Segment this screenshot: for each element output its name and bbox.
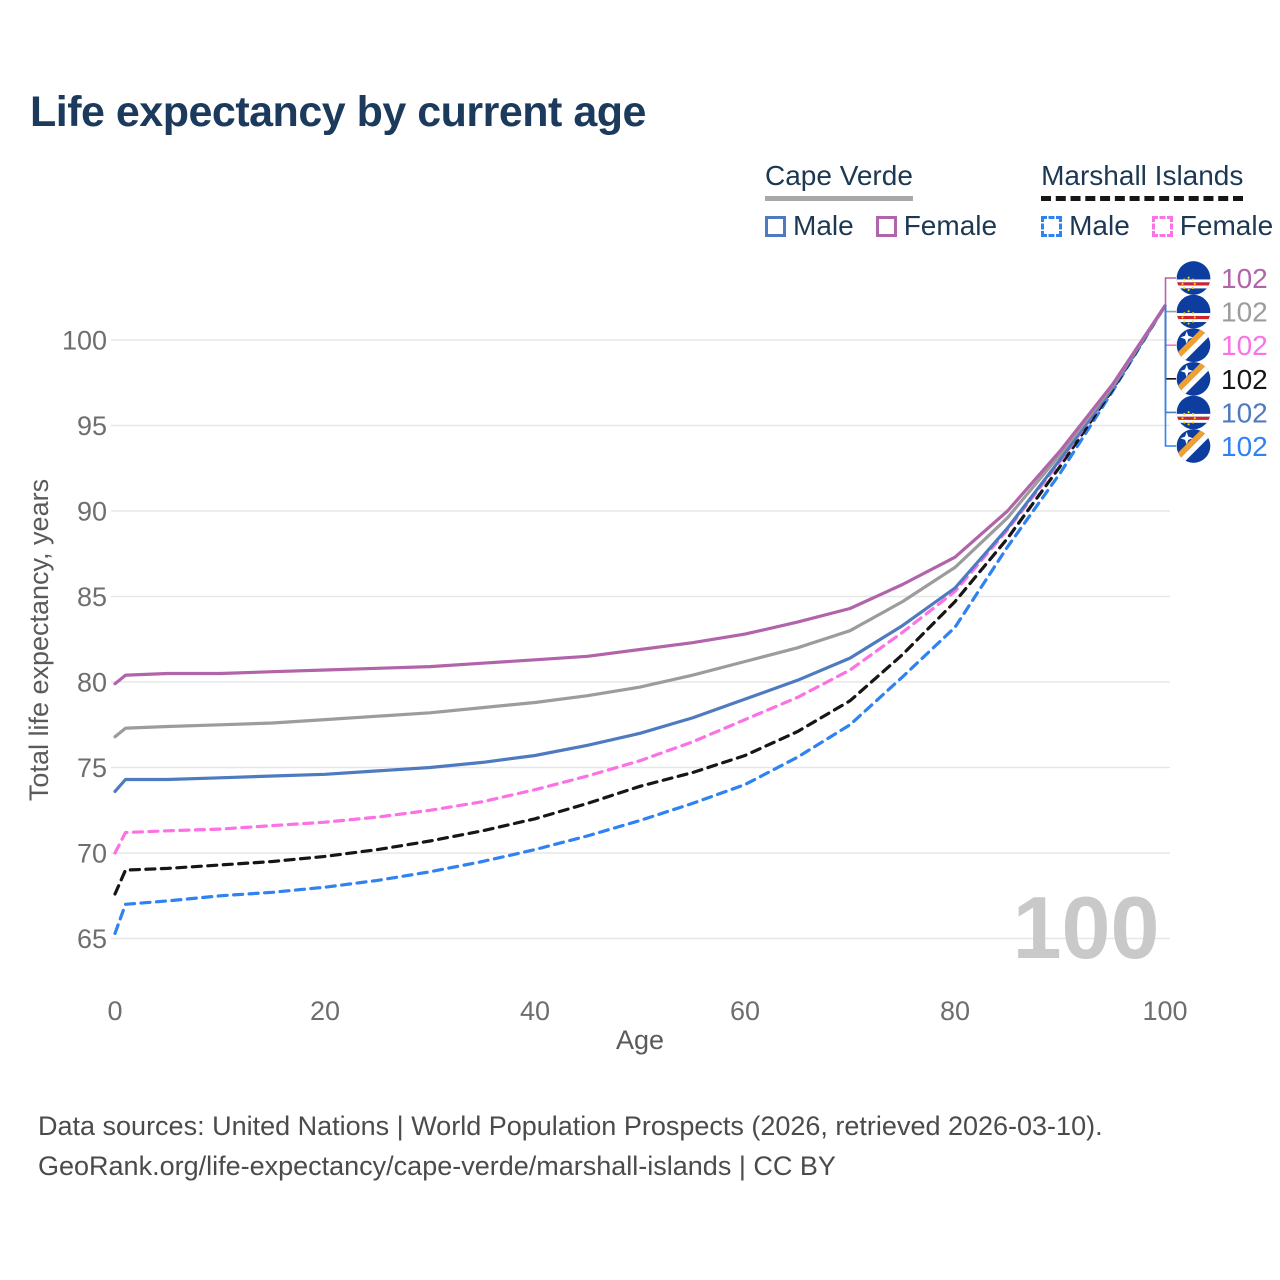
legend-item-cape-verde-male[interactable]: Male <box>765 210 854 242</box>
cape-verde-flag-icon[interactable] <box>1176 261 1211 296</box>
x-tick-label: 100 <box>1142 996 1187 1026</box>
annotation-connector-cv_total <box>1164 305 1176 313</box>
end-value-label-mi_female: 102 <box>1221 330 1268 361</box>
series-line-cv_male[interactable] <box>113 304 1167 793</box>
x-tick-label: 60 <box>730 996 760 1026</box>
cape-verde-female-swatch <box>875 215 897 237</box>
footer-attribution: GeoRank.org/life-expectancy/cape-verde/m… <box>38 1151 836 1181</box>
legend-item-label: Male <box>1069 210 1130 241</box>
end-value-label-cv_female: 102 <box>1221 263 1268 294</box>
y-axis-ticks: 65 70 75 80 85 90 95 100 <box>62 326 107 955</box>
y-axis-title: Total life expectancy, years <box>24 479 54 801</box>
y-tick-label: 90 <box>77 497 107 527</box>
end-value-label-cv_total: 102 <box>1221 297 1268 328</box>
series-line-mi_male[interactable] <box>113 304 1167 935</box>
legend-country-marshall-islands[interactable]: Marshall Islands <box>1041 160 1244 201</box>
y-tick-label: 95 <box>77 411 107 441</box>
legend-group-cape-verde: Cape Verde Male Female <box>765 160 997 242</box>
end-value-label-mi_total: 102 <box>1221 364 1268 395</box>
series-line-cv_female[interactable] <box>113 304 1167 686</box>
x-axis-ticks: 0 20 40 60 80 100 <box>107 996 1187 1026</box>
legend-item-cape-verde-female[interactable]: Female <box>875 210 998 242</box>
cape-verde-flag-icon[interactable] <box>1176 395 1211 430</box>
annotation-connector-mi_total <box>1164 305 1176 380</box>
y-tick-label: 85 <box>77 582 107 612</box>
x-tick-label: 20 <box>310 996 340 1026</box>
marshall-islands-female-swatch <box>1151 215 1173 237</box>
legend: Cape Verde Male Female Marshall Islands … <box>765 160 1273 242</box>
end-value-label-mi_male: 102 <box>1221 431 1268 462</box>
legend-country-cape-verde[interactable]: Cape Verde <box>765 160 913 201</box>
marshall-islands-flag-icon[interactable] <box>1176 429 1218 471</box>
y-tick-label: 75 <box>77 753 107 783</box>
cape-verde-male-swatch <box>765 215 786 237</box>
legend-item-marshall-islands-female[interactable]: Female <box>1151 210 1274 242</box>
x-tick-label: 80 <box>940 996 970 1026</box>
annotation-connector-cv_female <box>1164 277 1176 306</box>
series-line-cv_total[interactable] <box>113 304 1167 739</box>
x-tick-label: 40 <box>520 996 550 1026</box>
footer: Data sources: United Nations | World Pop… <box>38 1106 1103 1186</box>
annotation-connector-mi_male <box>1164 305 1176 447</box>
y-tick-label: 70 <box>77 839 107 869</box>
x-tick-label: 0 <box>107 996 122 1026</box>
annotation-connector-cv_male <box>1164 305 1176 414</box>
gridlines <box>111 339 1170 940</box>
series-line-mi_female[interactable] <box>113 304 1167 855</box>
page-title: Life expectancy by current age <box>30 88 646 136</box>
end-value-label-cv_male: 102 <box>1221 397 1268 428</box>
x-axis-title: Age <box>616 1025 664 1055</box>
age-watermark: 100 <box>1013 878 1160 977</box>
series-line-mi_total[interactable] <box>113 304 1167 896</box>
footer-sources: Data sources: United Nations | World Pop… <box>38 1111 1103 1141</box>
legend-item-marshall-islands-male[interactable]: Male <box>1041 210 1130 242</box>
y-tick-label: 100 <box>62 326 107 356</box>
y-tick-label: 80 <box>77 668 107 698</box>
legend-group-marshall-islands: Marshall Islands Male Female <box>1041 160 1273 242</box>
y-tick-label: 65 <box>77 924 107 954</box>
legend-item-label: Female <box>903 210 998 241</box>
cape-verde-flag-icon[interactable] <box>1176 294 1211 329</box>
legend-item-label: Female <box>1179 210 1274 241</box>
marshall-islands-male-swatch <box>1041 215 1063 237</box>
series-lines <box>113 304 1167 935</box>
legend-item-label: Male <box>793 210 854 241</box>
